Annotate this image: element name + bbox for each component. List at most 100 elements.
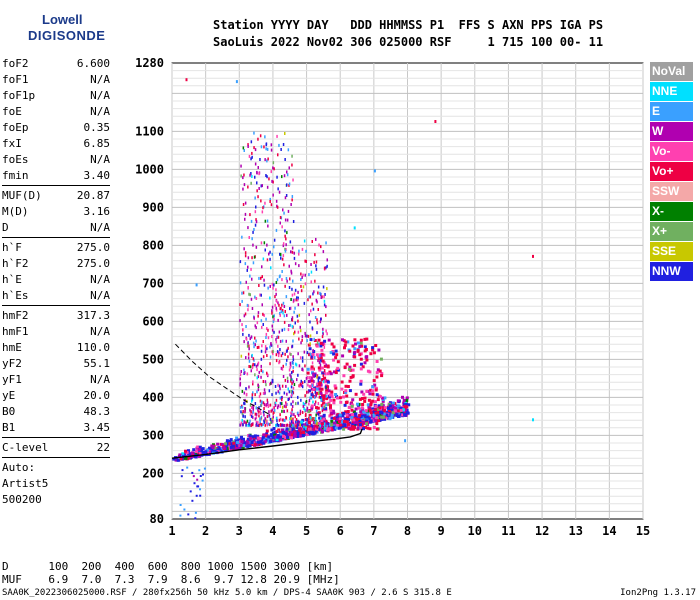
echo-point <box>243 183 246 187</box>
echo-point <box>294 425 297 429</box>
echo-point <box>270 148 273 152</box>
echo-point <box>280 428 284 432</box>
echo-point <box>303 425 305 429</box>
echo-point <box>371 419 375 423</box>
echo-point <box>312 292 314 296</box>
echo-point <box>266 415 269 419</box>
echo-point <box>290 379 292 383</box>
param-label: foF1p <box>2 89 36 102</box>
echo-point <box>279 401 282 405</box>
echo-point <box>364 348 368 351</box>
echo-point <box>312 393 314 397</box>
echo-point <box>288 182 291 186</box>
echo-point <box>298 430 302 434</box>
echo-point <box>250 140 253 144</box>
echo-point <box>320 292 322 296</box>
echo-point <box>308 376 312 380</box>
echo-point <box>247 256 250 260</box>
echo-point <box>298 313 301 317</box>
echo-point <box>320 296 322 299</box>
echo-point <box>347 418 350 421</box>
echo-point <box>323 339 327 343</box>
echo-point <box>253 228 255 231</box>
echo-point <box>256 421 259 425</box>
param-value: 55.1 <box>83 357 111 370</box>
echo-point <box>332 352 336 356</box>
echo-point <box>388 410 391 413</box>
echo-point <box>322 285 325 289</box>
echo-point <box>248 444 252 448</box>
echo-point <box>294 330 296 334</box>
echo-point <box>249 403 252 407</box>
echo-point <box>296 431 300 435</box>
echo-point <box>266 185 269 189</box>
echo-point <box>261 303 263 307</box>
echo-point <box>302 404 305 408</box>
param-label: h`F <box>2 241 22 254</box>
echo-point <box>276 205 279 209</box>
echo-point <box>320 245 322 249</box>
echo-point <box>255 339 257 343</box>
echo-point <box>244 312 247 316</box>
echo-point <box>287 209 290 213</box>
echo-point <box>297 401 299 405</box>
echo-point <box>396 404 400 408</box>
echo-point <box>281 339 284 343</box>
echo-point <box>311 391 313 395</box>
echo-point <box>297 303 300 307</box>
echo-point <box>269 284 271 288</box>
echo-point <box>371 348 375 352</box>
echo-point <box>279 252 281 256</box>
echo-point <box>232 441 236 445</box>
echo-point <box>293 423 297 427</box>
echo-point <box>317 355 320 359</box>
echo-point <box>351 368 355 372</box>
echo-point <box>304 259 306 263</box>
echo-point <box>255 406 257 410</box>
echo-point <box>322 361 326 365</box>
echo-point <box>363 345 367 349</box>
echo-point <box>291 287 293 291</box>
echo-point <box>316 422 318 426</box>
echo-point <box>249 436 253 440</box>
echo-point <box>244 410 246 414</box>
echo-point <box>386 406 390 410</box>
echo-point <box>301 410 304 414</box>
echo-point <box>285 237 287 241</box>
echo-point <box>314 400 317 404</box>
echo-point <box>255 420 258 424</box>
echo-point <box>381 399 385 403</box>
echo-point <box>360 413 364 417</box>
echo-point <box>253 316 255 320</box>
echo-point <box>321 359 325 363</box>
software-version: Ion2Png 1.3.17 <box>620 588 696 598</box>
echo-point <box>300 289 303 293</box>
echo-point <box>280 216 283 220</box>
echo-point <box>351 374 355 378</box>
echo-point <box>249 413 252 417</box>
echo-point <box>265 332 268 336</box>
echo-point <box>242 332 244 336</box>
echo-point <box>287 355 289 359</box>
echo-point <box>286 409 289 413</box>
echo-point <box>274 401 277 405</box>
echo-point <box>311 302 313 306</box>
echo-point <box>240 435 243 439</box>
echo-point <box>284 218 287 222</box>
echo-point <box>251 237 253 241</box>
param-label: fmin <box>2 169 29 182</box>
echo-point <box>291 198 293 202</box>
echo-point <box>217 448 221 452</box>
echo-point <box>382 409 386 413</box>
echo-point <box>275 416 278 420</box>
echo-point <box>365 355 369 359</box>
echo-point <box>197 448 201 451</box>
echo-point <box>276 406 279 410</box>
echo-point <box>283 410 285 413</box>
echo-point <box>332 345 336 349</box>
echo-point <box>254 196 256 200</box>
echo-point <box>314 427 318 431</box>
echo-point <box>271 393 273 397</box>
echo-point <box>318 395 321 399</box>
echo-point <box>281 175 283 179</box>
